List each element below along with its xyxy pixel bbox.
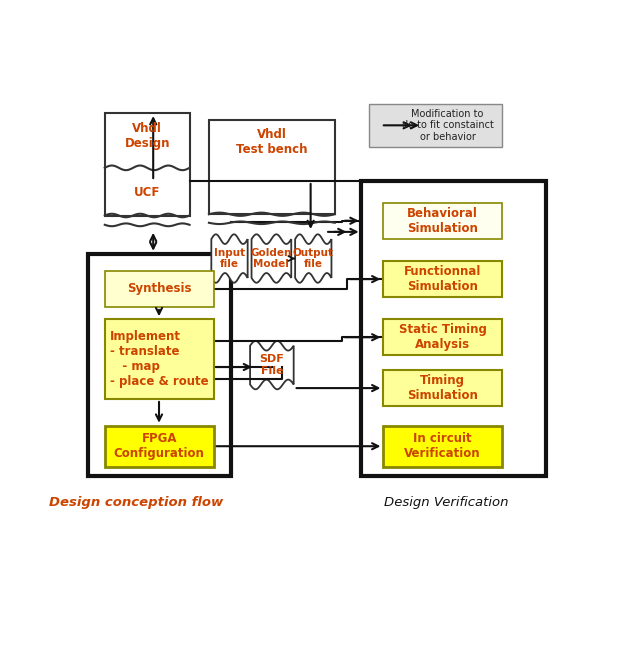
Polygon shape — [250, 341, 294, 389]
Text: FPGA
Configuration: FPGA Configuration — [114, 432, 205, 460]
Text: UCF: UCF — [134, 186, 161, 199]
Text: Functionnal
Simulation: Functionnal Simulation — [404, 265, 481, 293]
FancyBboxPatch shape — [105, 271, 214, 307]
FancyBboxPatch shape — [383, 319, 502, 355]
Text: Vhdl
Test bench: Vhdl Test bench — [236, 128, 308, 156]
FancyBboxPatch shape — [383, 203, 502, 239]
Text: Vhdl
Design: Vhdl Design — [124, 122, 170, 150]
Text: Modification to
do to fit constainct
or behavior: Modification to do to fit constainct or … — [401, 109, 493, 142]
Text: In circuit
Verification: In circuit Verification — [404, 432, 481, 460]
Text: Synthesis: Synthesis — [127, 283, 191, 296]
Text: Timing
Simulation: Timing Simulation — [407, 374, 478, 402]
FancyBboxPatch shape — [369, 104, 502, 147]
FancyBboxPatch shape — [383, 426, 502, 467]
FancyBboxPatch shape — [105, 319, 214, 399]
FancyBboxPatch shape — [383, 261, 502, 298]
FancyBboxPatch shape — [383, 370, 502, 406]
Text: SDF
File: SDF File — [259, 354, 284, 376]
Polygon shape — [211, 234, 248, 283]
Polygon shape — [295, 234, 331, 283]
FancyBboxPatch shape — [105, 426, 214, 467]
Polygon shape — [105, 113, 189, 215]
Text: Behavioral
Simulation: Behavioral Simulation — [407, 207, 478, 235]
Text: Static Timing
Analysis: Static Timing Analysis — [399, 324, 486, 352]
FancyBboxPatch shape — [361, 181, 546, 477]
Polygon shape — [251, 234, 291, 283]
Text: Implement
- translate
   - map
- place & route: Implement - translate - map - place & ro… — [110, 330, 209, 388]
Text: Input
file: Input file — [214, 248, 245, 270]
Text: Golden
Model: Golden Model — [251, 248, 292, 270]
Text: Design conception flow: Design conception flow — [49, 496, 223, 509]
Polygon shape — [209, 120, 335, 214]
Text: Design Verification: Design Verification — [384, 496, 509, 509]
FancyBboxPatch shape — [88, 254, 231, 477]
Text: Output
file: Output file — [292, 248, 334, 270]
